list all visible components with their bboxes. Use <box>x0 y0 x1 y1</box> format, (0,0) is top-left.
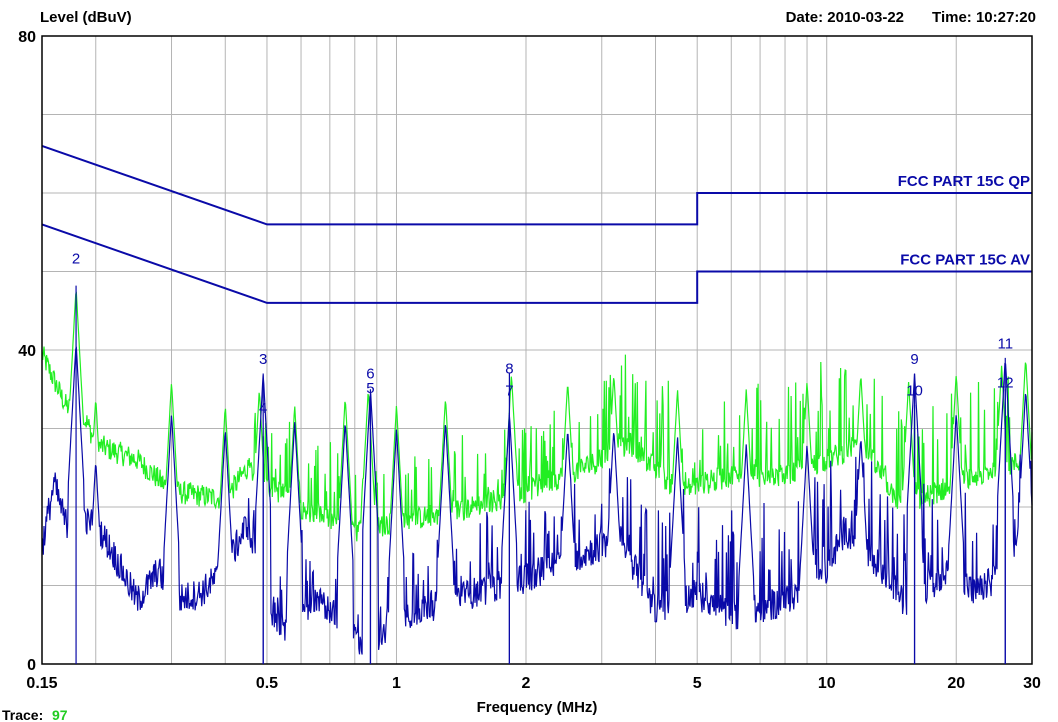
limit-line-2 <box>41 223 1032 304</box>
limit-label-1: FCC PART 15C QP <box>898 173 1030 190</box>
header-date: Date: 2010-03-22 <box>786 9 904 26</box>
marker-label: 8 <box>505 361 513 378</box>
trace-value: 97 <box>52 707 68 722</box>
marker-label: 5 <box>366 380 374 397</box>
marker-label: 12 <box>997 375 1014 392</box>
marker-label: 11 <box>997 335 1013 352</box>
x-tick-label: 30 <box>1023 675 1041 692</box>
x-tick-label: 10 <box>818 675 836 692</box>
x-axis-label: Frequency (MHz) <box>477 699 598 716</box>
marker-layer: 2 3 4 65 8 7 9 10 11 12 <box>72 251 1014 664</box>
marker-label: 4 <box>259 400 267 417</box>
y-axis-label: Level (dBuV) <box>40 9 132 26</box>
trace-layer <box>41 291 1033 655</box>
y-tick-label: 0 <box>27 657 36 674</box>
x-tick-label: 2 <box>522 675 531 692</box>
limit-line-1 <box>41 144 1032 226</box>
trace-label: Trace: <box>2 707 43 722</box>
marker-label: 6 <box>366 365 374 382</box>
limit-label-2: FCC PART 15C AV <box>900 252 1030 269</box>
trace-line-2 <box>41 346 1033 655</box>
marker-label: 7 <box>505 383 513 400</box>
limit-layer: FCC PART 15C QP FCC PART 15C AV <box>41 144 1032 304</box>
y-tick-label: 80 <box>18 29 36 46</box>
y-tick-label: 40 <box>18 343 36 360</box>
plot-frame <box>41 35 1033 665</box>
marker-label: 2 <box>72 251 80 268</box>
x-tick-label: 0.15 <box>26 675 57 692</box>
x-tick-label: 1 <box>392 675 401 692</box>
x-tick-label: 20 <box>947 675 965 692</box>
header-time: Time: 10:27:20 <box>932 9 1036 26</box>
x-tick-label: 5 <box>693 675 702 692</box>
x-tick-label: 0.5 <box>256 675 278 692</box>
marker-label: 10 <box>906 383 923 400</box>
trace-line-1 <box>41 291 1033 542</box>
marker-label: 3 <box>259 351 267 368</box>
marker-label: 9 <box>910 351 918 368</box>
